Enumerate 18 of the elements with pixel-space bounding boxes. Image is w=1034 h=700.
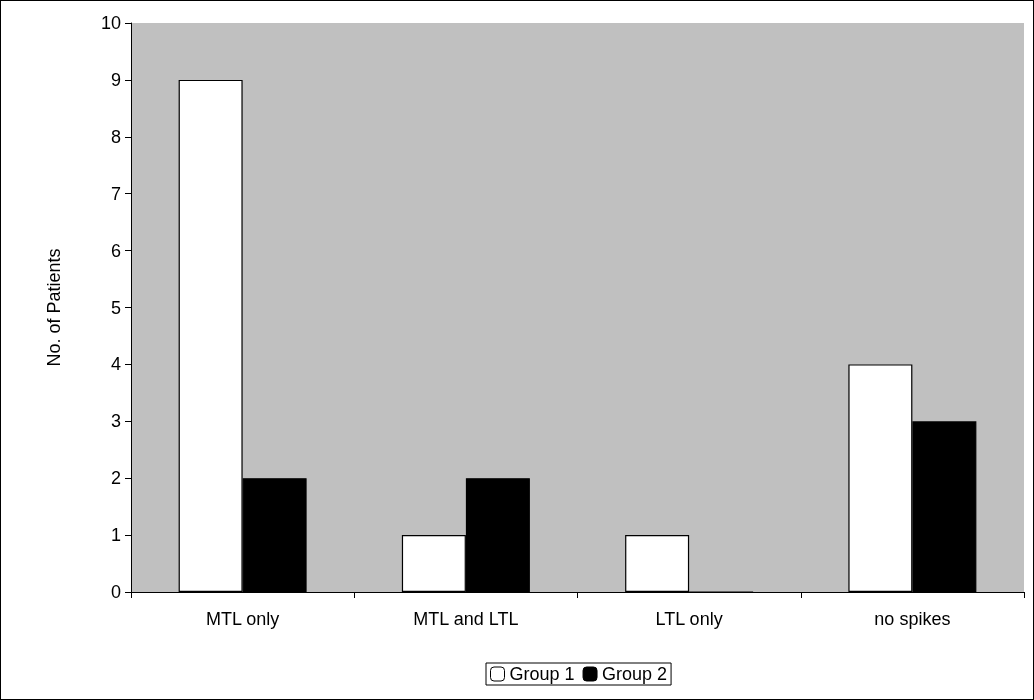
x-tick-label: LTL only [655, 609, 723, 629]
y-tick-label: 8 [110, 126, 121, 147]
y-tick-label: 2 [110, 468, 121, 489]
y-tick-label: 9 [110, 69, 121, 90]
x-tick-label: MTL and LTL [413, 609, 519, 629]
legend-label: Group 1 [509, 664, 575, 684]
y-tick-label: 7 [110, 183, 121, 204]
y-tick-label: 3 [110, 411, 121, 432]
x-tick-label: MTL only [205, 609, 280, 629]
y-tick-label: 10 [100, 13, 121, 33]
legend-label: Group 2 [602, 664, 668, 684]
y-axis-title: No. of Patients [44, 248, 64, 367]
y-tick-label: 0 [110, 582, 121, 602]
y-tick-label: 1 [110, 525, 121, 546]
y-tick-label: 5 [110, 297, 121, 318]
y-tick-label: 4 [110, 354, 121, 375]
x-tick-label: no spikes [874, 609, 951, 629]
y-tick-label: 6 [110, 240, 121, 261]
